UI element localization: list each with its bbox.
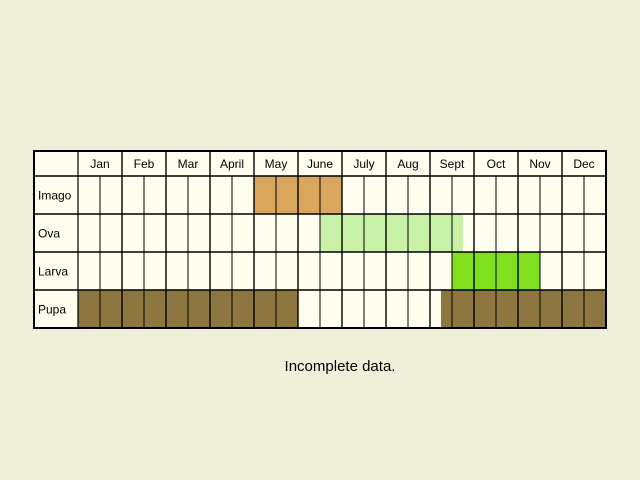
- month-label-oct: Oct: [487, 157, 506, 171]
- month-label-may: May: [265, 157, 288, 171]
- bar-ova-1: [320, 214, 463, 252]
- stage-labels: Imago Ova Larva Pupa: [38, 189, 72, 317]
- month-label-april: April: [220, 157, 244, 171]
- footnote: Incomplete data.: [284, 358, 396, 375]
- month-label-aug: Aug: [397, 157, 418, 171]
- bar-pupa-2: [441, 290, 606, 328]
- month-label-sept: Sept: [440, 157, 465, 171]
- month-label-june: June: [307, 157, 333, 171]
- month-label-mar: Mar: [178, 157, 199, 171]
- stage-label-larva: Larva: [38, 265, 68, 279]
- month-label-jan: Jan: [90, 157, 109, 171]
- month-label-july: July: [353, 157, 374, 171]
- month-labels: Jan Feb Mar April May June July Aug Sept Oct Nov De…: [90, 157, 594, 171]
- month-label-feb: Feb: [134, 157, 155, 171]
- chart-grid: [33, 150, 607, 329]
- stage-label-ova: Ova: [38, 227, 60, 241]
- month-label-nov: Nov: [529, 157, 550, 171]
- month-label-dec: Dec: [573, 157, 594, 171]
- stage-label-pupa: Pupa: [38, 303, 66, 317]
- stage-label-imago: Imago: [38, 189, 72, 203]
